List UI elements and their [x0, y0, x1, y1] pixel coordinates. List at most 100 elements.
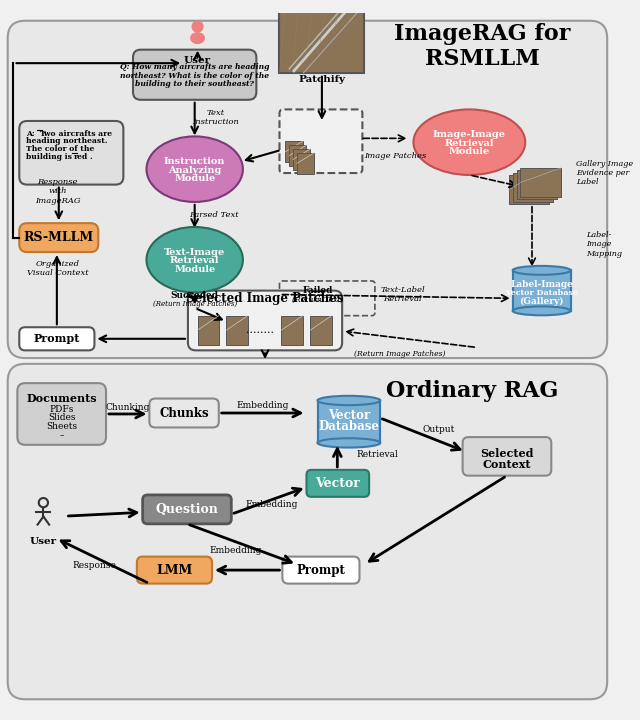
Text: Image-Image: Image-Image [433, 130, 506, 139]
Text: Response
with
ImageRAG: Response with ImageRAG [35, 178, 81, 204]
Text: aircrafts are: aircrafts are [56, 130, 112, 138]
Text: PDFs: PDFs [49, 405, 74, 414]
Bar [289, 145, 307, 166]
Text: Failed: Failed [303, 286, 333, 295]
Bar [520, 168, 561, 197]
FancyBboxPatch shape [188, 291, 342, 351]
Bar [317, 400, 380, 443]
Text: User: User [184, 55, 211, 65]
Text: northeast? What is the color of the: northeast? What is the color of the [120, 72, 269, 80]
Text: Vector: Vector [315, 477, 360, 490]
FancyBboxPatch shape [133, 50, 257, 100]
Text: A:: A: [26, 130, 37, 138]
Text: Module: Module [449, 148, 490, 156]
Ellipse shape [413, 109, 525, 175]
Bar [280, 7, 364, 73]
Text: (Gallery): (Gallery) [520, 297, 564, 306]
Text: ImageRAG for
RSMLLM: ImageRAG for RSMLLM [394, 23, 570, 71]
Bar [513, 173, 553, 202]
Ellipse shape [317, 396, 380, 405]
FancyBboxPatch shape [149, 399, 219, 428]
Text: Database: Database [318, 420, 380, 433]
Ellipse shape [147, 136, 243, 202]
Ellipse shape [191, 33, 204, 43]
Ellipse shape [513, 266, 570, 275]
Text: Text-Label
Retrieval: Text-Label Retrieval [381, 286, 425, 303]
Text: Gallery Image
Evidence per
Label: Gallery Image Evidence per Label [577, 160, 634, 186]
Text: Vector: Vector [328, 410, 370, 423]
Text: Prompt: Prompt [34, 333, 80, 344]
Text: Documents: Documents [26, 393, 97, 404]
FancyBboxPatch shape [19, 121, 124, 184]
Bar [198, 315, 219, 345]
Text: Sheets: Sheets [46, 422, 77, 431]
Text: Parsed Text: Parsed Text [189, 212, 239, 220]
Text: heading northeast.: heading northeast. [26, 138, 108, 145]
Text: Response: Response [72, 561, 116, 570]
Text: Chunking: Chunking [105, 402, 149, 412]
FancyBboxPatch shape [17, 383, 106, 445]
FancyBboxPatch shape [19, 327, 95, 351]
Text: RS-MLLM: RS-MLLM [24, 231, 94, 244]
Text: Embedding: Embedding [210, 546, 262, 555]
Bar [297, 153, 314, 174]
FancyBboxPatch shape [143, 495, 231, 524]
Text: (Return Image Patches): (Return Image Patches) [354, 350, 445, 359]
FancyBboxPatch shape [19, 223, 99, 252]
Text: Patchify: Patchify [298, 75, 346, 84]
Bar [516, 171, 557, 199]
Bar [513, 271, 570, 311]
Text: ........: ........ [246, 325, 274, 335]
Text: Embedding: Embedding [236, 401, 289, 410]
Text: Slides: Slides [48, 413, 76, 423]
Text: (Return Image Patches): (Return Image Patches) [152, 300, 237, 308]
FancyBboxPatch shape [307, 470, 369, 497]
Bar [310, 315, 332, 345]
Text: Label-Image: Label-Image [510, 280, 573, 289]
Bar [293, 149, 310, 170]
Ellipse shape [513, 307, 570, 315]
Text: User: User [30, 536, 57, 546]
Text: Vector Database: Vector Database [505, 289, 578, 297]
Text: Selected: Selected [480, 448, 534, 459]
Text: Chunks: Chunks [159, 407, 209, 420]
Text: (Return Text): (Return Text) [292, 296, 344, 305]
FancyBboxPatch shape [8, 21, 607, 358]
Text: Context: Context [483, 459, 531, 469]
Text: building is: building is [26, 153, 75, 161]
Bar [285, 141, 303, 163]
Text: Question: Question [156, 503, 218, 516]
Text: The color of the: The color of the [26, 145, 94, 153]
Bar [282, 315, 303, 345]
Ellipse shape [147, 227, 243, 292]
Text: Q: How many aircrafts are heading: Q: How many aircrafts are heading [120, 63, 269, 71]
Text: red: red [74, 153, 88, 161]
Ellipse shape [317, 438, 380, 448]
Text: Selected Image Patches: Selected Image Patches [186, 292, 344, 305]
Text: Module: Module [174, 174, 215, 184]
Circle shape [192, 21, 203, 32]
Text: Image Patches: Image Patches [364, 152, 426, 160]
Text: Succeded: Succeded [171, 291, 219, 300]
Text: Text
Instruction: Text Instruction [193, 109, 239, 126]
Bar [227, 315, 248, 345]
Text: Retrieval: Retrieval [170, 256, 220, 265]
FancyBboxPatch shape [282, 557, 360, 584]
Text: Text-Image: Text-Image [164, 248, 225, 256]
Text: Embedding: Embedding [246, 500, 298, 509]
Text: –: – [60, 431, 64, 441]
Text: LMM: LMM [156, 564, 193, 577]
Text: Label-
Image
Mapping: Label- Image Mapping [586, 231, 622, 258]
FancyBboxPatch shape [463, 437, 551, 476]
Bar [513, 271, 570, 311]
Text: Prompt: Prompt [296, 564, 346, 577]
Text: Retrieval: Retrieval [356, 450, 398, 459]
Text: .: . [90, 153, 92, 161]
Text: Two: Two [40, 130, 56, 138]
Bar [509, 175, 549, 204]
Text: Module: Module [174, 265, 215, 274]
FancyBboxPatch shape [280, 109, 362, 173]
Bar [317, 400, 380, 443]
Text: Ordinary RAG: Ordinary RAG [386, 380, 559, 402]
Text: Instruction: Instruction [164, 157, 225, 166]
